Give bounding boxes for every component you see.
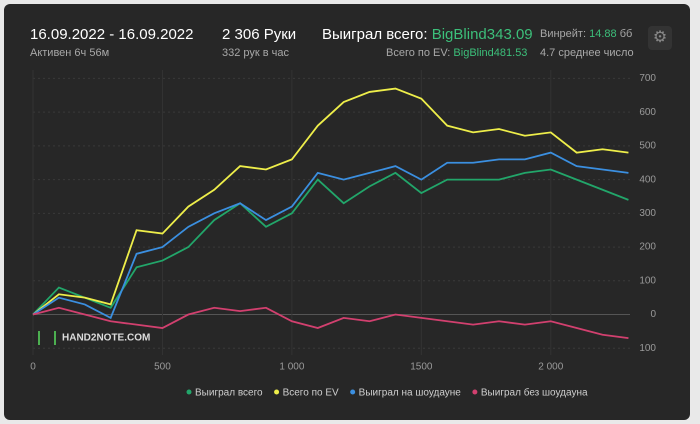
logo-text: HAND2NOTE.COM (62, 332, 151, 344)
legend-marker (350, 389, 356, 395)
logo-icon (38, 331, 56, 345)
y-tick-label: 0 (650, 309, 656, 320)
y-tick-label: 200 (639, 242, 656, 253)
y-tick-label: 700 (639, 73, 656, 84)
avg: 4.7 среднее число (540, 47, 634, 59)
y-tick-label: 500 (639, 141, 656, 152)
won-label: Выиграл всего: (322, 26, 428, 43)
x-tick-label: 2 000 (538, 362, 563, 373)
y-tick-label: 600 (639, 107, 656, 118)
hands-per-hour: 332 рук в час (222, 47, 290, 59)
ev-total: Всего по EV: BigBlind481.53 (386, 47, 527, 59)
active-time: Активен 6ч 56м (30, 47, 110, 59)
won-total: Выиграл всего: BigBlind343.09 (322, 26, 533, 43)
legend-label: Выиграл без шоудауна (481, 387, 588, 399)
winrate: Винрейт: 14.88 бб (540, 28, 632, 40)
legend-marker (274, 389, 280, 395)
series-line (32, 87, 629, 316)
y-tick-label: 400 (639, 174, 656, 185)
legend-label: Всего по EV (283, 388, 339, 399)
winrate-unit: бб (619, 28, 633, 40)
winrate-value: 14.88 (589, 28, 617, 40)
x-tick-label: 1 000 (279, 362, 304, 373)
won-value: BigBlind343.09 (431, 26, 533, 43)
legend-marker (472, 389, 478, 395)
settings-button[interactable]: ⚙ (648, 26, 672, 50)
x-tick-label: 500 (154, 362, 171, 373)
y-tick-label: 300 (639, 208, 656, 219)
panel: 100 0 100 200 300 400 500 600 700 0 500 1 000 1500 2 … (4, 4, 690, 420)
x-tick-label: 1500 (410, 362, 433, 373)
logo: HAND2NOTE.COM (38, 331, 150, 345)
series-line (32, 168, 629, 316)
y-tick-label: 100 (639, 343, 656, 354)
legend-marker (186, 389, 192, 395)
hands: 2 306 Руки (222, 26, 297, 43)
ev-label: Всего по EV: (386, 47, 451, 59)
legend-label: Выиграл всего (195, 388, 263, 399)
series-line (32, 306, 629, 340)
winrate-label: Винрейт: (540, 28, 587, 40)
date-range: 16.09.2022 - 16.09.2022 (30, 26, 194, 43)
x-tick-label: 0 (30, 362, 36, 373)
ev-value: BigBlind481.53 (453, 47, 528, 59)
y-tick-label: 100 (639, 275, 656, 286)
legend-label: Выиграл на шоудауне (359, 388, 462, 399)
series-line (32, 151, 629, 320)
